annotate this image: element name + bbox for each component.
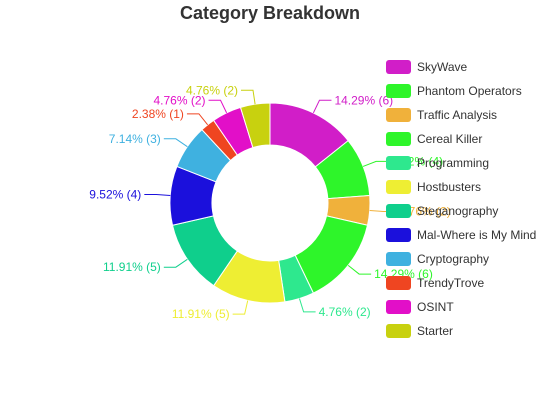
legend-label: Programming — [417, 156, 489, 170]
slice-leader-line — [312, 99, 332, 114]
legend-label: Phantom Operators — [417, 84, 522, 98]
legend-swatch — [386, 324, 411, 338]
legend-item-traffic-analysis[interactable]: Traffic Analysis — [386, 108, 497, 122]
legend-item-steganography[interactable]: Steganography — [386, 204, 498, 218]
slice-label: 2.38% (1) — [132, 107, 184, 121]
slice-leader-line — [347, 264, 372, 275]
slice-leader-line — [163, 258, 188, 268]
legend-swatch — [386, 60, 411, 74]
legend-item-mal-where-is-my-mind[interactable]: Mal-Where is My Mind — [386, 228, 536, 242]
legend-label: Hostbusters — [417, 180, 481, 194]
legend-item-phantom-operators[interactable]: Phantom Operators — [386, 84, 522, 98]
legend-swatch — [386, 84, 411, 98]
donut-slice-starter[interactable] — [239, 102, 271, 149]
legend-swatch — [386, 156, 411, 170]
slice-leader-line — [144, 193, 171, 197]
legend-label: Starter — [417, 324, 453, 338]
slice-label: 14.29% (6) — [334, 93, 393, 107]
legend-item-hostbusters[interactable]: Hostbusters — [386, 180, 481, 194]
chart-title: Category Breakdown — [180, 3, 360, 23]
slice-leader-line — [186, 113, 209, 126]
legend-label: Traffic Analysis — [417, 108, 497, 122]
slice-label: 9.52% (4) — [89, 187, 141, 201]
legend-item-cryptography[interactable]: Cryptography — [386, 252, 489, 266]
legend-label: SkyWave — [417, 60, 468, 74]
slice-label: 11.91% (5) — [103, 260, 161, 274]
legend-label: Steganography — [417, 204, 498, 218]
slice-label: 4.76% (2) — [399, 205, 451, 219]
donut-slices — [169, 102, 371, 304]
slice-label: 4.76% (2) — [186, 83, 238, 97]
legend-swatch — [386, 276, 411, 290]
legend-swatch — [386, 300, 411, 314]
legend-item-trendytrove[interactable]: TrendyTrove — [386, 276, 484, 290]
legend-label: Cereal Killer — [417, 132, 482, 146]
slice-leader-line — [241, 89, 256, 105]
legend-label: Mal-Where is My Mind — [417, 228, 536, 242]
slice-label: 4.76% (2) — [154, 93, 206, 107]
legend-item-starter[interactable]: Starter — [386, 324, 453, 338]
slice-leader-line — [163, 138, 188, 148]
legend-label: TrendyTrove — [417, 276, 484, 290]
slice-label: 11.91% (5) — [172, 307, 230, 321]
slice-leader-line — [232, 300, 249, 315]
legend-item-programming[interactable]: Programming — [386, 156, 489, 170]
legend-swatch — [386, 252, 411, 266]
legend-label: Cryptography — [417, 252, 489, 266]
legend-swatch — [386, 228, 411, 242]
slice-label: 4.76% (2) — [319, 305, 371, 319]
legend-swatch — [386, 108, 411, 122]
chart-legend: SkyWave Phantom Operators Traffic Analysis… — [386, 60, 536, 338]
legend-swatch — [386, 180, 411, 194]
legend-item-osint[interactable]: OSINT — [386, 300, 454, 314]
slice-leader-line — [298, 298, 316, 313]
legend-item-skywave[interactable]: SkyWave — [386, 60, 468, 74]
slice-label: 7.14% (3) — [109, 132, 161, 146]
legend-swatch — [386, 132, 411, 146]
legend-item-cereal-killer[interactable]: Cereal Killer — [386, 132, 482, 146]
slice-leader-line — [208, 99, 228, 114]
legend-label: OSINT — [417, 300, 454, 314]
legend-swatch — [386, 204, 411, 218]
slice-leader-line — [362, 160, 389, 167]
